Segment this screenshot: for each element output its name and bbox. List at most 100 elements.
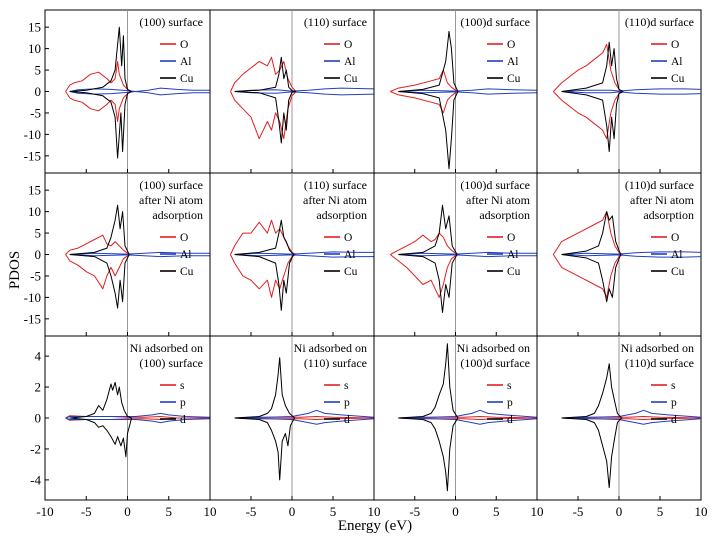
y-tick-label: -4 bbox=[30, 472, 41, 487]
series-al-up bbox=[234, 251, 374, 255]
y-tick-label: -15 bbox=[24, 148, 41, 163]
panel-title: (100) surface bbox=[139, 356, 203, 370]
series-al-up bbox=[69, 251, 210, 255]
series-cu-up bbox=[69, 204, 130, 255]
pdos-panel: (100)d surface O Al Cu bbox=[373, 9, 538, 174]
panel-title: after Ni atom bbox=[466, 193, 531, 207]
series-o-up bbox=[390, 232, 460, 255]
legend-label: Cu bbox=[180, 73, 194, 85]
series-o-up bbox=[65, 234, 132, 255]
x-tick-label: -10 bbox=[36, 504, 53, 519]
panel-title: Ni adsorbed on bbox=[130, 341, 203, 355]
series-o-up bbox=[65, 61, 131, 92]
y-tick-label: -5 bbox=[30, 105, 41, 120]
series-cu-down bbox=[398, 254, 458, 313]
y-tick-label: -5 bbox=[30, 268, 41, 283]
series-cu-down bbox=[69, 91, 132, 159]
x-tick-label: 5 bbox=[657, 504, 664, 519]
series-al-down bbox=[398, 254, 537, 258]
y-tick-label: 5 bbox=[35, 226, 42, 241]
legend-label: O bbox=[507, 232, 515, 244]
series-cu-down bbox=[234, 91, 297, 144]
panel-title: Ni adsorbed on bbox=[457, 341, 530, 355]
series-cu-down bbox=[561, 91, 624, 153]
series-o-down bbox=[230, 254, 297, 298]
series-o-down bbox=[390, 91, 460, 114]
legend-label: Al bbox=[507, 56, 519, 68]
series-d-down bbox=[234, 417, 295, 481]
series-d-up bbox=[561, 363, 622, 419]
series-al-down bbox=[69, 91, 210, 96]
pdos-panel: Ni adsorbed on(100)d surface spd bbox=[373, 335, 538, 501]
x-tick-label: 10 bbox=[695, 504, 708, 519]
series-s-up bbox=[65, 415, 210, 419]
series-d-down bbox=[561, 417, 622, 489]
y-tick-label: -10 bbox=[24, 290, 41, 305]
panel-title: (100) surface bbox=[139, 15, 203, 29]
panel-title: adsorption bbox=[316, 208, 367, 222]
panel-title: (110)d surface bbox=[625, 15, 694, 29]
series-o-down bbox=[552, 254, 624, 298]
series-o-up bbox=[390, 69, 460, 92]
series-cu-up bbox=[561, 41, 624, 92]
series-d-down bbox=[398, 417, 459, 492]
series-p-down bbox=[234, 417, 375, 425]
x-tick-label: 5 bbox=[330, 504, 337, 519]
legend-label: Cu bbox=[671, 73, 685, 85]
series-d-up bbox=[69, 381, 132, 419]
y-tick-label: -15 bbox=[24, 311, 41, 326]
legend-label: Cu bbox=[507, 73, 521, 85]
series-al-up bbox=[398, 251, 537, 255]
pdos-panel: (100) surface O Al Cu bbox=[44, 9, 211, 174]
x-tick-label: 10 bbox=[368, 504, 381, 519]
panel-title: (110) surface bbox=[304, 15, 367, 29]
series-cu-up bbox=[234, 56, 297, 92]
panel-title: (110)d surface bbox=[625, 356, 694, 370]
series-al-down bbox=[234, 91, 375, 96]
legend-label: p bbox=[344, 397, 350, 409]
panel-title: (100) surface bbox=[139, 178, 203, 192]
panel-title: adsorption bbox=[643, 208, 694, 222]
series-al-down bbox=[69, 254, 210, 258]
y-tick-label: 5 bbox=[35, 63, 42, 78]
series-al-up bbox=[561, 251, 702, 255]
series-cu-down bbox=[561, 254, 622, 303]
series-cu-down bbox=[234, 254, 295, 311]
series-al-down bbox=[561, 254, 702, 258]
x-tick-label: -5 bbox=[246, 504, 257, 519]
x-tick-label: 5 bbox=[166, 504, 173, 519]
legend-label: Al bbox=[180, 249, 192, 261]
y-tick-label: -10 bbox=[24, 127, 41, 142]
series-p-up bbox=[398, 409, 538, 419]
y-tick-label: 0 bbox=[35, 84, 42, 99]
y-tick-label: 0 bbox=[35, 247, 42, 262]
panel-title: (110)d surface bbox=[625, 178, 694, 192]
x-tick-label: 5 bbox=[493, 504, 500, 519]
series-al-down bbox=[561, 91, 702, 95]
x-tick-label: 0 bbox=[616, 504, 623, 519]
panel-title: (100)d surface bbox=[460, 178, 530, 192]
legend-label: s bbox=[507, 380, 512, 392]
x-tick-label: 0 bbox=[289, 504, 296, 519]
series-al-down bbox=[234, 254, 374, 258]
y-tick-label: 4 bbox=[35, 349, 42, 364]
x-tick-label: 10 bbox=[204, 504, 217, 519]
panel-title: (110) surface bbox=[304, 178, 367, 192]
pdos-panel: (110)d surface O Al Cu bbox=[536, 9, 702, 174]
pdos-panel: Ni adsorbed on(100) surface spd bbox=[44, 335, 211, 501]
y-tick-label: 15 bbox=[28, 20, 41, 35]
series-al-up bbox=[234, 87, 375, 92]
legend-label: s bbox=[671, 380, 676, 392]
legend-label: Al bbox=[344, 249, 356, 261]
series-o-up bbox=[230, 56, 297, 92]
legend-label: Cu bbox=[344, 266, 358, 278]
legend-label: s bbox=[180, 380, 185, 392]
y-tick-label: -2 bbox=[30, 441, 41, 456]
series-o-up bbox=[230, 219, 297, 255]
series-cu-up bbox=[69, 26, 132, 92]
series-o-down bbox=[230, 91, 297, 140]
